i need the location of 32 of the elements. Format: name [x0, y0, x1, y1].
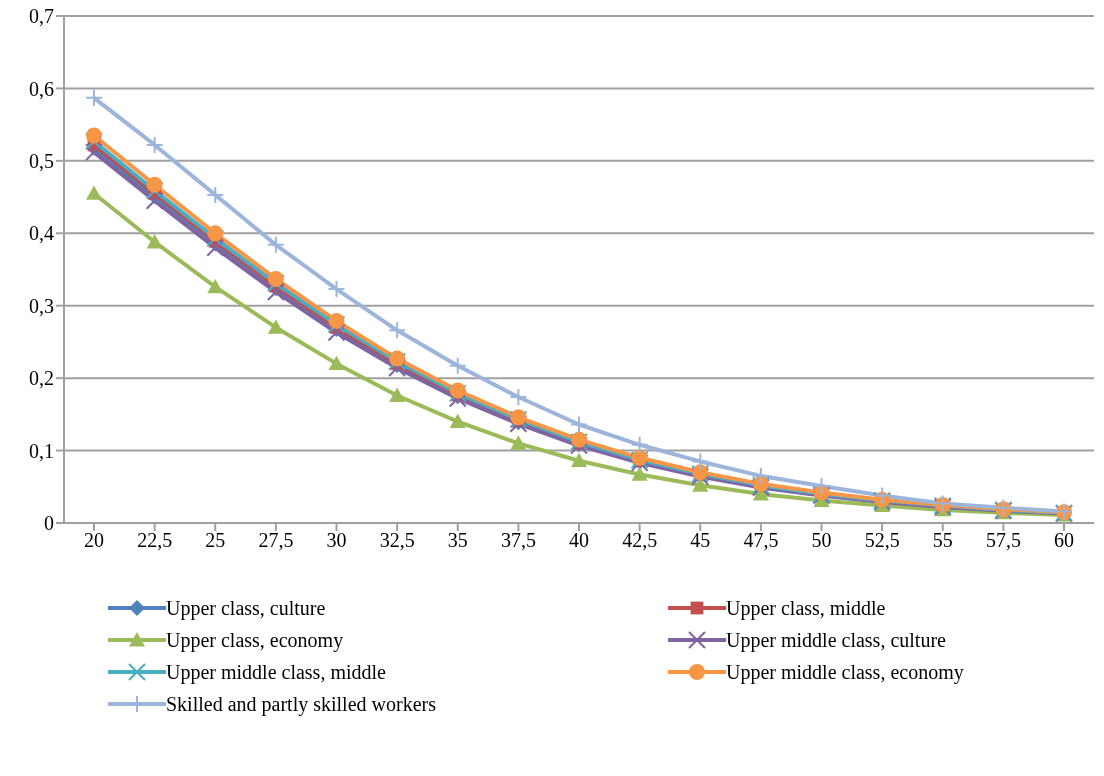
x-tick-label: 57,5 [985, 529, 1021, 552]
legend-label: Upper middle class, economy [726, 660, 964, 684]
y-tick-label: 0,2 [29, 367, 54, 390]
y-tick-label: 0,1 [29, 439, 54, 462]
y-tick-label: 0,4 [29, 222, 54, 245]
y-tick-label: 0,6 [29, 77, 54, 100]
legend-label: Upper class, culture [166, 596, 326, 620]
x-tick-label: 60 [1054, 529, 1074, 552]
y-tick-label: 0 [44, 512, 54, 535]
x-tick-label: 55 [932, 529, 953, 552]
y-tick-label: 0,5 [29, 149, 54, 172]
x-tick-label: 47,5 [743, 529, 779, 552]
x-tick-label: 50 [811, 529, 832, 552]
x-tick-label: 20 [84, 529, 104, 552]
legend-label: Upper middle class, culture [726, 628, 946, 652]
x-tick-label: 45 [690, 529, 711, 552]
x-tick-label: 40 [569, 529, 589, 552]
x-tick-label: 27,5 [258, 529, 294, 552]
x-tick-label: 22,5 [137, 529, 173, 552]
x-tick-label: 37,5 [500, 529, 536, 552]
legend-label: Upper middle class, middle [166, 660, 386, 684]
x-tick-label: 30 [326, 529, 347, 552]
y-tick-label: 0,3 [29, 294, 54, 317]
x-tick-label: 52,5 [864, 529, 900, 552]
legend-label: Skilled and partly skilled workers [166, 692, 436, 716]
legend-label: Upper class, middle [726, 596, 886, 620]
x-tick-label: 25 [205, 529, 226, 552]
legend-label: Upper class, economy [166, 628, 344, 652]
y-tick-label: 0,7 [29, 5, 54, 28]
x-tick-label: 35 [447, 529, 468, 552]
x-tick-label: 42,5 [622, 529, 658, 552]
x-tick-label: 32,5 [379, 529, 415, 552]
